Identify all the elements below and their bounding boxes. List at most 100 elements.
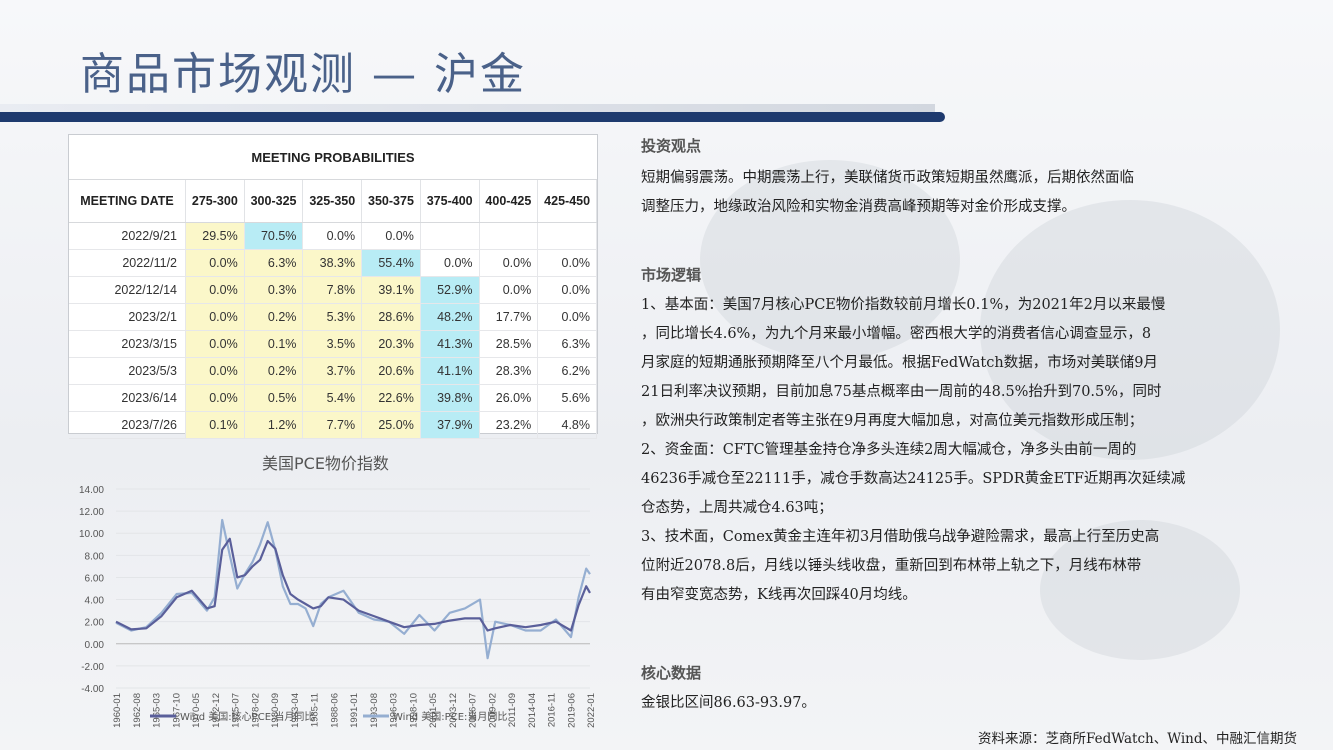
text-line: 1、基本面：美国7月核心PCE物价指数较前月增长0.1%，为2021年2月以来最… — [641, 297, 1166, 313]
probability-cell: 3.7% — [302, 357, 363, 385]
table-row: 2023/3/15 0.0% 0.1% 3.5% 20.3% 41.3% 28.5% 6.3% — [69, 330, 597, 358]
text-line: 短期偏弱震荡。中期震荡上行，美联储货币政策短期虽然鹰派，后期依然面临 — [641, 170, 1134, 186]
probability-cell: 26.0% — [479, 384, 539, 412]
probability-cell: 0.0% — [537, 276, 597, 304]
probability-cell — [537, 222, 597, 250]
probability-cell: 29.5% — [185, 222, 245, 250]
x-tick-label: 2006-07 — [468, 693, 479, 728]
x-tick-label: 1962-08 — [132, 693, 143, 728]
probability-cell — [479, 222, 539, 250]
text-line: 仓态势，上周共减仓4.63吨； — [641, 500, 833, 516]
x-tick-label: 2019-06 — [566, 693, 577, 728]
probability-cell: 20.3% — [361, 330, 421, 358]
source-note: 资料来源：芝商所FedWatch、Wind、中融汇信期货 — [978, 731, 1297, 747]
y-tick-label: 10.00 — [79, 529, 104, 540]
probability-cell: 5.6% — [537, 384, 597, 412]
pce-line-chart: 14.00 12.00 10.00 8.00 6.00 4.00 2.00 0.00 -2.00… — [79, 485, 597, 728]
meeting-date-cell: 2022/12/14 — [69, 276, 186, 304]
probability-cell: 55.4% — [361, 249, 421, 277]
probability-cell: 7.7% — [302, 411, 363, 439]
x-tick-label: 1975-07 — [231, 693, 242, 728]
probability-cell: 0.5% — [244, 384, 304, 412]
probability-cell: 0.0% — [185, 357, 245, 385]
legend-label: Wind 美国:核心PCE:当月同比 — [180, 710, 314, 723]
probability-cell: 5.3% — [302, 303, 363, 331]
text-line: 21日利率决议预期，目前加息75基点概率由一周前的48.5%抬升到70.5%，同… — [641, 384, 1162, 400]
x-tick-label: 2022-01 — [586, 693, 597, 728]
x-tick-label: 2001-05 — [428, 693, 439, 728]
probability-cell: 0.0% — [185, 330, 245, 358]
probability-cell — [420, 222, 480, 250]
meeting-date-cell: 2022/9/21 — [69, 222, 186, 250]
table-row: 2022/9/21 29.5% 70.5% 0.0% 0.0% — [69, 222, 597, 250]
probability-cell: 20.6% — [361, 357, 421, 385]
probability-cell: 0.0% — [302, 222, 363, 250]
x-tick-label: 1996-03 — [389, 693, 400, 728]
probability-cell: 7.8% — [302, 276, 363, 304]
probability-cell: 1.2% — [244, 411, 304, 439]
text-line: 调整压力，地缘政治风险和实物金消费高峰预期等对金价形成支撑。 — [641, 199, 1076, 215]
probability-cell: 70.5% — [244, 222, 304, 250]
column-header: 350-375 — [361, 180, 421, 223]
x-tick-label: 1993-08 — [369, 693, 380, 728]
legend-label: Wind 美国:PCE:当月同比 — [393, 710, 507, 723]
x-tick-label: 1983-04 — [290, 693, 301, 728]
column-header: 400-425 — [479, 180, 539, 223]
probability-cell: 28.6% — [361, 303, 421, 331]
page-title: 商品市场观测 — 沪金 — [80, 49, 526, 100]
probability-cell: 0.3% — [244, 276, 304, 304]
column-header: 375-400 — [420, 180, 480, 223]
probability-cell: 0.1% — [185, 411, 245, 439]
probability-cell: 52.9% — [420, 276, 480, 304]
probability-cell: 28.5% — [479, 330, 539, 358]
world-map-decoration — [980, 200, 1280, 460]
text-line: 3、技术面，Comex黄金主连年初3月借助俄乌战争避险需求，最高上行至历史高 — [641, 529, 1160, 545]
section-body: 1、基本面：美国7月核心PCE物价指数较前月增长0.1%，为2021年2月以来最… — [641, 291, 1271, 610]
probability-cell: 0.0% — [185, 384, 245, 412]
column-header: 425-450 — [537, 180, 597, 223]
y-tick-label: 14.00 — [79, 485, 104, 496]
probability-cell: 17.7% — [479, 303, 539, 331]
x-tick-label: 1972-12 — [211, 693, 222, 728]
probability-cell: 28.3% — [479, 357, 539, 385]
chart-title: 美国PCE物价指数 — [262, 454, 389, 473]
probability-cell: 3.5% — [302, 330, 363, 358]
probability-cell: 0.0% — [479, 249, 539, 277]
investment-view-section: 投资观点 短期偏弱震荡。中期震荡上行，美联储货币政策短期虽然鹰派，后期依然面临 … — [641, 135, 1271, 222]
probability-cell: 0.1% — [244, 330, 304, 358]
probability-cell: 37.9% — [420, 411, 480, 439]
column-header: 300-325 — [244, 180, 304, 223]
title-underline-highlight — [0, 104, 935, 112]
probability-cell: 0.0% — [537, 249, 597, 277]
probability-cell: 0.2% — [244, 303, 304, 331]
text-line: 46236手减仓至22111手，减仓手数高达24125手。SPDR黄金ETF近期… — [641, 471, 1186, 487]
core-data-section: 核心数据 金银比区间86.63-93.97。 — [641, 662, 1271, 718]
y-tick-label: 4.00 — [85, 596, 105, 607]
section-body: 金银比区间86.63-93.97。 — [641, 689, 1271, 718]
section-body: 短期偏弱震荡。中期震荡上行，美联储货币政策短期虽然鹰派，后期依然面临 调整压力，… — [641, 164, 1271, 222]
y-tick-label: -4.00 — [81, 684, 104, 695]
series-line-0 — [115, 537, 591, 632]
probability-cell: 4.8% — [537, 411, 597, 439]
world-map-decoration — [700, 160, 960, 360]
probability-cell: 41.1% — [420, 357, 480, 385]
y-tick-label: -2.00 — [81, 662, 104, 673]
probability-cell: 0.0% — [361, 222, 421, 250]
table-heading: MEETING PROBABILITIES — [69, 135, 597, 180]
text-line: ，同比增长4.6%，为九个月来最小增幅。密西根大学的消费者信心调查显示，8 — [641, 326, 1152, 342]
probability-cell: 0.0% — [185, 303, 245, 331]
probability-cell: 6.3% — [244, 249, 304, 277]
probability-cell: 6.3% — [537, 330, 597, 358]
probability-cell: 5.4% — [302, 384, 363, 412]
meeting-date-cell: 2023/7/26 — [69, 411, 186, 439]
y-tick-label: 2.00 — [85, 618, 105, 629]
x-tick-label: 1970-05 — [191, 693, 202, 728]
probability-cell: 22.6% — [361, 384, 421, 412]
probability-cell: 38.3% — [302, 249, 363, 277]
table-row: 2023/7/26 0.1% 1.2% 7.7% 25.0% 37.9% 23.2% 4.8% — [69, 411, 597, 439]
y-tick-label: 6.00 — [85, 573, 105, 584]
text-line: 有由窄变宽态势，K线再次回踩40月均线。 — [641, 587, 917, 603]
probability-cell: 39.1% — [361, 276, 421, 304]
x-tick-label: 2014-04 — [527, 693, 538, 728]
text-line: 月家庭的短期通胀预期降至八个月最低。根据FedWatch数据，市场对美联储9月 — [641, 355, 1158, 371]
